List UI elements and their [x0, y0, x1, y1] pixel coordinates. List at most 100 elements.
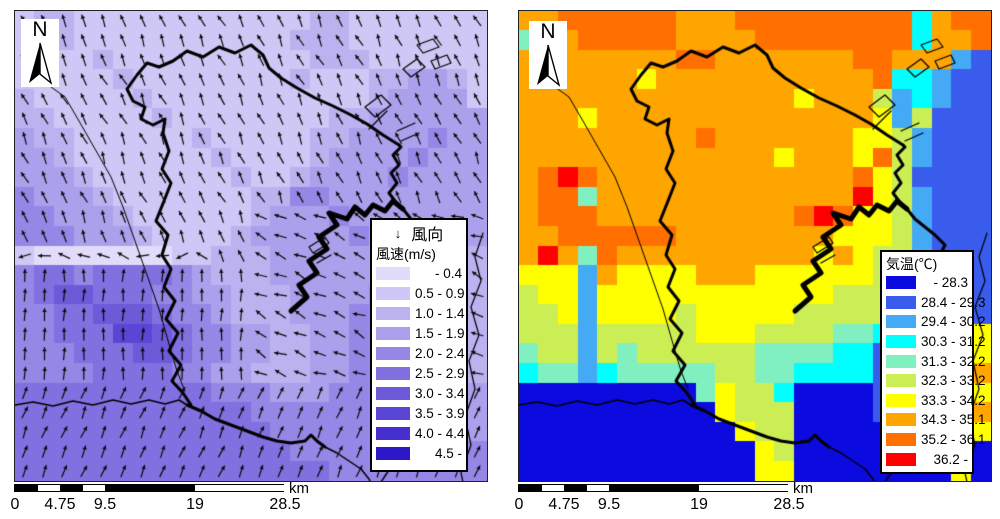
scale-bar-tick-label: 0	[514, 496, 524, 513]
scale-bar-tick-label: 0	[10, 496, 20, 513]
legend-swatch	[886, 374, 916, 388]
legend-swatch	[376, 366, 410, 380]
scale-bar-unit-label: km	[289, 480, 309, 497]
scale-bar-segment	[105, 485, 195, 491]
legend-swatch	[886, 452, 916, 466]
legend-swatch	[376, 386, 410, 400]
legend-class-row: 34.3 - 35.1	[886, 410, 986, 430]
legend-swatch	[886, 393, 916, 407]
scale-bar-segment	[195, 485, 285, 491]
scale-bar-segment	[541, 485, 564, 491]
legend-class-label: 4.5 -	[434, 445, 462, 461]
legend-class-row: 3.5 - 3.9	[376, 403, 465, 423]
legend-swatch	[376, 286, 410, 300]
scale-bar: km 0 4.75 9.5 19 28.5	[11, 480, 309, 513]
legend-swatch	[886, 354, 916, 368]
legend-class-row: 36.2 -	[886, 449, 968, 469]
temperature-legend: 気温(℃) - 28.3 28.4 - 29.3 29.4 - 30.2 30.3 -…	[880, 250, 986, 474]
legend-swatch	[886, 413, 916, 427]
wind-legend-rows: - 0.4 0.5 - 0.9 1.0 - 1.4 1.5 - 1.9 2.0 - 2.…	[376, 263, 465, 463]
legend-class-row: - 28.3	[886, 273, 968, 293]
legend-class-row: 4.5 -	[376, 443, 462, 463]
scale-bar-tick-label: 4.75	[548, 496, 580, 513]
legend-swatch	[376, 446, 410, 460]
wind-legend: ↓ 風向 風速(m/s) - 0.4 0.5 - 0.9 1.0 - 1.4 1.5 …	[370, 218, 468, 472]
legend-class-row: 1.5 - 1.9	[376, 323, 465, 343]
legend-swatch	[886, 276, 916, 290]
legend-class-row: 2.0 - 2.4	[376, 343, 465, 363]
scale-bar-tick-label: 28.5	[269, 496, 301, 513]
temperature-legend-title: 気温(℃)	[886, 256, 938, 272]
scale-bar: km 0 4.75 9.5 19 28.5	[515, 480, 813, 513]
scale-bar-unit-label: km	[793, 480, 813, 497]
scale-bar-tick-label: 19	[186, 496, 204, 513]
legend-swatch	[376, 346, 410, 360]
scale-bar-segment	[519, 485, 542, 491]
scale-bar-tick-label: 9.5	[597, 496, 621, 513]
legend-swatch	[376, 326, 410, 340]
legend-class-label: 34.3 - 35.1	[921, 412, 986, 428]
legend-class-label: 1.0 - 1.4	[415, 305, 465, 321]
compass-needle-icon	[537, 44, 561, 87]
legend-class-label: 0.5 - 0.9	[415, 285, 465, 301]
legend-class-label: - 28.3	[933, 275, 968, 291]
legend-class-label: 35.2 - 36.1	[921, 432, 986, 448]
legend-swatch	[376, 426, 410, 440]
wind-map-panel: N ↓ 風向 風速(m/s) - 0.4 0.5 - 0.9 1.0 - 1.4 1.…	[14, 10, 488, 482]
legend-class-row: 1.0 - 1.4	[376, 303, 465, 323]
wind-direction-label: 風向	[411, 227, 444, 244]
legend-class-row: 33.3 - 34.2	[886, 391, 986, 411]
legend-class-row: 3.0 - 3.4	[376, 383, 465, 403]
scale-bar-segment	[15, 485, 38, 491]
legend-class-label: 30.3 - 31.2	[921, 334, 986, 350]
scale-bar-segment	[60, 485, 83, 491]
scale-bar-segment	[586, 485, 609, 491]
legend-class-label: 1.5 - 1.9	[415, 325, 465, 341]
temperature-map-panel: N 気温(℃) - 28.3 28.4 - 29.3 29.4 - 30.2 30.3…	[518, 10, 992, 482]
legend-class-label: 32.3 - 33.2	[921, 373, 986, 389]
temperature-legend-rows: - 28.3 28.4 - 29.3 29.4 - 30.2 30.3 - 31.2 3…	[886, 273, 986, 469]
legend-class-row: - 0.4	[376, 263, 462, 283]
wind-direction-sample-arrow-icon: ↓	[394, 225, 402, 241]
legend-class-row: 30.3 - 31.2	[886, 332, 986, 352]
legend-class-label: 29.4 - 30.2	[921, 314, 986, 330]
legend-class-label: 33.3 - 34.2	[921, 392, 986, 408]
north-label: N	[540, 20, 556, 43]
legend-swatch	[886, 295, 916, 309]
legend-class-label: 3.0 - 3.4	[415, 385, 465, 401]
legend-swatch	[886, 335, 916, 349]
legend-class-label: 31.3 - 32.2	[921, 353, 986, 369]
north-arrow: N	[21, 19, 59, 87]
compass-needle-icon	[29, 42, 53, 85]
scale-bar-segment	[609, 485, 699, 491]
legend-class-label: 28.4 - 29.3	[921, 294, 986, 310]
legend-class-row: 28.4 - 29.3	[886, 293, 986, 313]
scale-bar-tick-label: 4.75	[44, 496, 76, 513]
wind-speed-unit-label: 風速(m/s)	[376, 246, 436, 262]
legend-swatch	[376, 406, 410, 420]
scale-bar-segment	[699, 485, 789, 491]
scale-bar-segment	[564, 485, 587, 491]
legend-swatch	[376, 266, 410, 280]
legend-class-label: 36.2 -	[933, 451, 968, 467]
scale-bar-tick-label: 9.5	[93, 496, 117, 513]
legend-class-row: 0.5 - 0.9	[376, 283, 465, 303]
legend-class-label: 2.0 - 2.4	[415, 345, 465, 361]
legend-class-row: 2.5 - 2.9	[376, 363, 465, 383]
wind-direction-header: ↓ 風向	[376, 222, 462, 245]
legend-class-label: 4.0 - 4.4	[415, 425, 465, 441]
legend-swatch	[886, 433, 916, 447]
legend-class-row: 4.0 - 4.4	[376, 423, 465, 443]
legend-class-label: - 0.4	[434, 265, 462, 281]
scale-bar-segment	[37, 485, 60, 491]
legend-class-row: 29.4 - 30.2	[886, 312, 986, 332]
scale-bar-segment	[82, 485, 105, 491]
legend-class-label: 2.5 - 2.9	[415, 365, 465, 381]
north-arrow: N	[529, 21, 567, 89]
legend-class-row: 35.2 - 36.1	[886, 430, 986, 450]
scale-bar-tick-label: 19	[690, 496, 708, 513]
north-label: N	[32, 18, 48, 41]
scale-bar-tick-label: 28.5	[773, 496, 805, 513]
legend-class-label: 3.5 - 3.9	[415, 405, 465, 421]
